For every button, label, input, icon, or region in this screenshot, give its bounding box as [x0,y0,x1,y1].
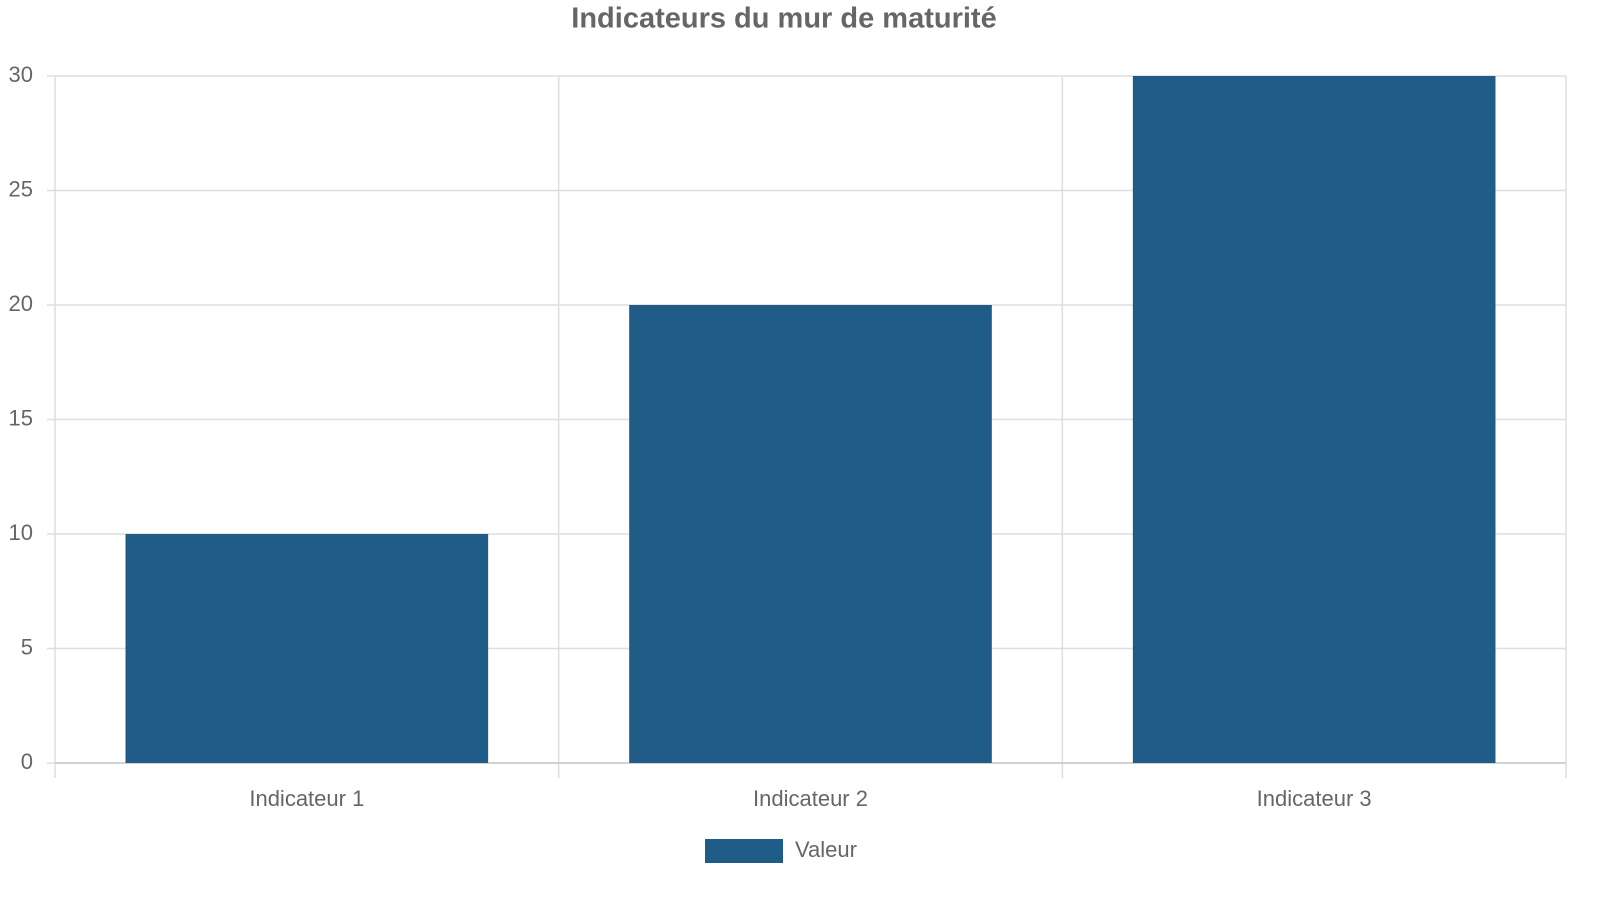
legend-label: Valeur [795,837,857,862]
y-tick-label: 25 [9,176,33,201]
x-tick-label: Indicateur 1 [249,786,364,811]
y-tick-label: 0 [21,749,33,774]
y-tick-label: 30 [9,62,33,87]
legend-swatch [705,839,783,863]
x-tick-label: Indicateur 2 [753,786,868,811]
y-tick-label: 20 [9,291,33,316]
bar [125,534,489,763]
x-tick-label: Indicateur 3 [1257,786,1372,811]
chart-title: Indicateurs du mur de maturité [571,3,996,35]
bar [1132,76,1496,763]
bar [629,305,992,763]
y-tick-label: 10 [9,520,33,545]
y-tick-label: 5 [21,634,33,659]
y-tick-label: 15 [9,405,33,430]
